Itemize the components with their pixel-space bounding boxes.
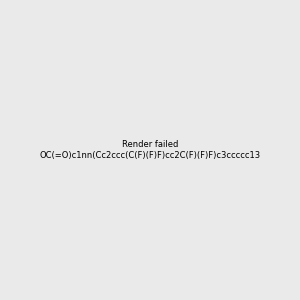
Text: Render failed
OC(=O)c1nn(Cc2ccc(C(F)(F)F)cc2C(F)(F)F)c3ccccc13: Render failed OC(=O)c1nn(Cc2ccc(C(F)(F)F… (39, 140, 261, 160)
